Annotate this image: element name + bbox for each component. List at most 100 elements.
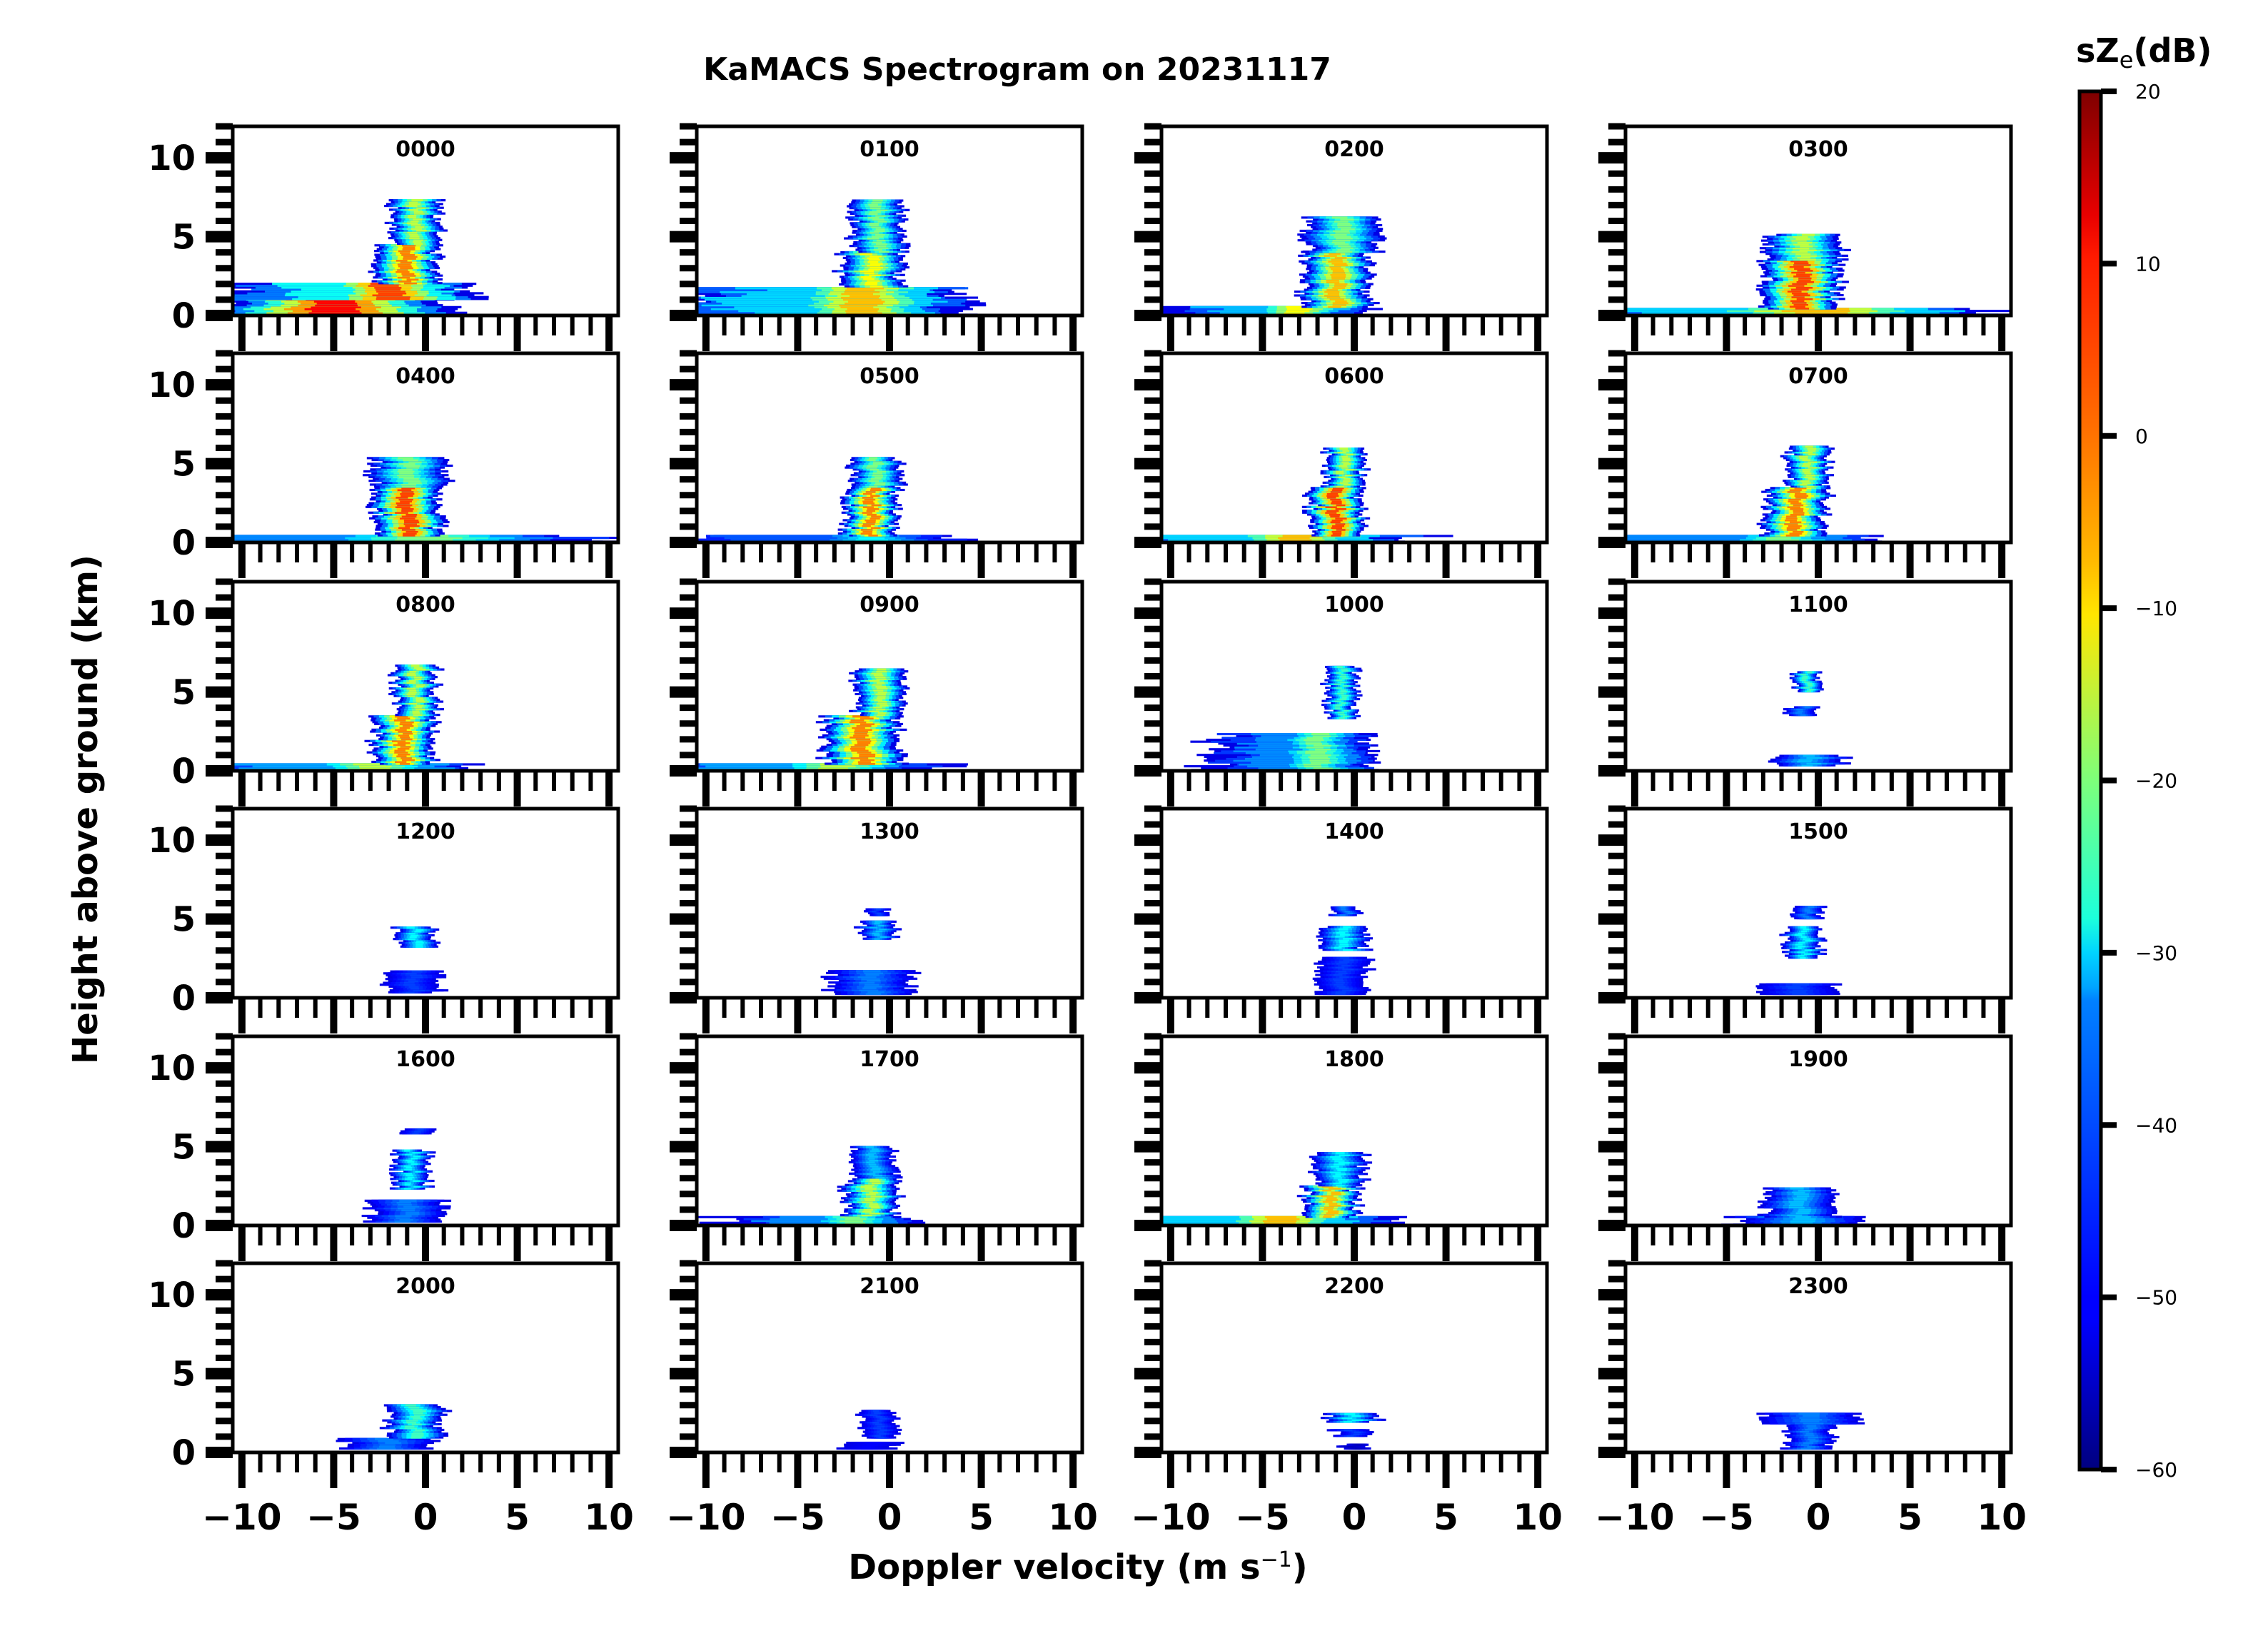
spectral-band <box>877 220 887 223</box>
spectral-band <box>850 757 869 759</box>
spectral-band <box>408 985 419 988</box>
spectral-band <box>408 201 418 203</box>
spectral-band <box>874 922 880 925</box>
spectral-band <box>1798 945 1806 948</box>
spectral-band <box>1315 748 1331 751</box>
spectral-band <box>1335 507 1347 510</box>
spectral-band <box>1799 457 1808 460</box>
spectral-band <box>410 976 423 979</box>
spectral-band <box>1790 288 1809 291</box>
spectral-band <box>405 525 420 527</box>
panel-time-label: 0100 <box>860 137 919 162</box>
spectral-band <box>1789 532 1803 535</box>
spectral-band <box>1797 269 1813 272</box>
spectral-band <box>398 468 413 471</box>
spectral-band <box>880 704 889 707</box>
spectral-band <box>394 1220 410 1223</box>
spectral-band <box>1793 263 1811 266</box>
spectral-band <box>410 987 420 990</box>
spectral-band <box>415 697 423 699</box>
spectral-band <box>1330 490 1342 493</box>
spectral-band <box>409 689 416 692</box>
spectral-band <box>874 934 880 936</box>
spectral-band <box>875 481 886 484</box>
spectral-band <box>1339 448 1348 450</box>
spectral-band <box>1336 470 1344 473</box>
spectral-band <box>398 250 411 253</box>
spectral-band <box>1798 931 1805 934</box>
spectral-band <box>873 245 887 248</box>
spectral-band <box>877 714 885 717</box>
spectral-band <box>414 706 423 709</box>
spectral-band <box>401 490 414 493</box>
spectral-band <box>856 724 872 727</box>
spectral-band <box>415 928 424 931</box>
spectral-band <box>1797 951 1805 954</box>
spectral-band <box>1309 757 1330 760</box>
spectral-band <box>1791 271 1805 274</box>
spectral-band <box>1330 233 1347 236</box>
spectral-band <box>411 664 420 667</box>
spectral-band <box>845 302 883 305</box>
spectral-band <box>852 715 870 718</box>
spectral-band <box>1341 964 1351 967</box>
spectral-band <box>870 477 882 480</box>
spectral-band <box>1332 269 1345 273</box>
spectral-band <box>416 939 423 942</box>
spectrogram-panel: 0400 0 5 10 <box>148 350 620 578</box>
spectral-band <box>1797 241 1813 244</box>
spectrogram-panel: 1200 0 5 10 <box>148 805 620 1033</box>
spectral-band <box>403 981 415 984</box>
spectral-band <box>1339 941 1348 944</box>
spectral-band <box>413 989 425 992</box>
spectral-band <box>1785 534 1800 537</box>
spectral-band <box>862 500 874 502</box>
spectral-band <box>867 513 877 516</box>
panel-background <box>697 809 1082 998</box>
spectral-band <box>872 218 884 221</box>
spectral-band <box>401 510 413 512</box>
spectral-band <box>1304 765 1322 768</box>
spectral-band <box>871 226 881 228</box>
spectral-band <box>867 464 878 467</box>
spectral-band <box>1795 253 1811 256</box>
spectral-band <box>868 534 878 537</box>
spectral-band <box>1795 307 1810 310</box>
spectral-band <box>876 670 887 673</box>
spectral-band <box>850 736 866 739</box>
spectral-band <box>1332 303 1346 306</box>
spectral-band <box>1793 504 1804 507</box>
spectral-band <box>1347 911 1354 915</box>
spectral-band <box>1339 681 1346 684</box>
spectral-band <box>1332 271 1346 274</box>
spectral-band <box>401 487 415 490</box>
spectral-band <box>1800 258 1816 261</box>
spectral-band <box>403 532 417 535</box>
panel-time-label: 0500 <box>860 364 919 389</box>
spectral-band <box>1795 946 1802 950</box>
spectral-band <box>1341 466 1349 469</box>
spectral-band <box>877 914 882 916</box>
spectral-band <box>1335 981 1345 984</box>
spectral-band <box>408 679 416 682</box>
spectral-band <box>1332 302 1349 305</box>
spectral-band <box>406 221 418 224</box>
spectral-band <box>398 526 410 530</box>
panel-spectra <box>820 908 922 996</box>
spectral-band <box>875 920 882 923</box>
spectral-band <box>1332 487 1344 490</box>
spectral-band <box>1335 991 1346 994</box>
spectral-band <box>1336 251 1353 253</box>
spectral-band <box>1805 939 1813 942</box>
panel-time-label: 0200 <box>1324 137 1384 162</box>
spectrogram-panel: 1400 <box>1134 805 1549 1033</box>
spectral-band <box>1337 248 1350 251</box>
spectral-band <box>1331 488 1343 492</box>
spectral-band <box>853 734 869 737</box>
spectral-band <box>1313 767 1333 769</box>
spectral-band <box>871 235 884 238</box>
spectral-band <box>870 211 881 213</box>
spectral-band <box>376 295 410 298</box>
spectral-band <box>1338 475 1346 478</box>
spectral-band <box>414 930 422 933</box>
